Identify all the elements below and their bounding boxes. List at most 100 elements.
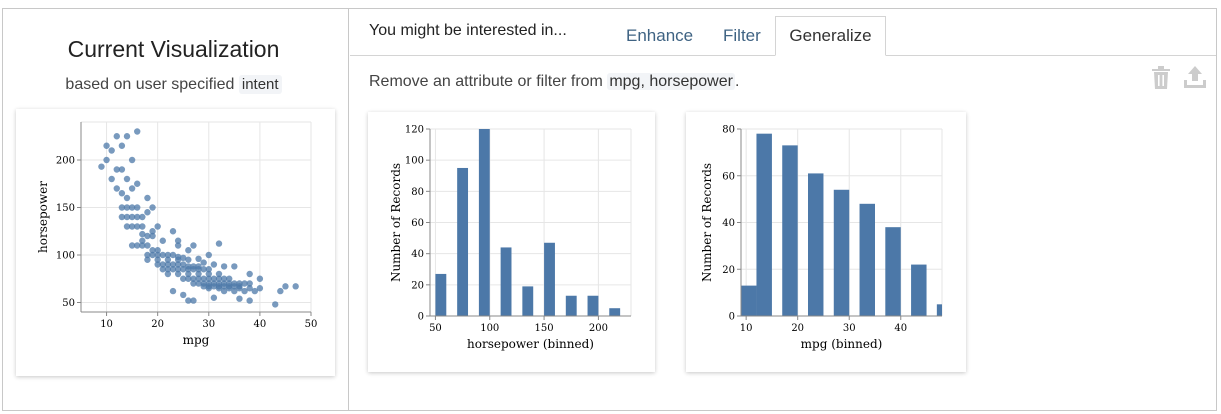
scatter-point [144,209,151,216]
y-tick-label: 0 [729,312,735,323]
horsepower-histogram: 50 100 150 200 0 20 40 60 80 100 120 horsepower (bi… [389,125,632,351]
scatter-point [159,261,166,268]
x-axis-title: mpg [183,333,210,347]
scatter-point [118,190,126,197]
tab-generalize[interactable]: Generalize [775,16,886,56]
scatter-point [185,270,192,278]
scatter-point [180,275,187,282]
x-tick-label: 40 [254,319,267,330]
scatter-point [164,270,172,278]
histogram-bar [609,308,621,316]
scatter-point [200,266,207,273]
scatter-point [200,275,207,282]
scatter-point [185,247,192,254]
scatter-point [118,204,126,211]
scatter-point [205,266,212,273]
scatter-point [236,285,243,292]
scatter-point [139,230,146,238]
scatter-point [128,204,136,211]
y-tick-label: 80 [722,125,735,136]
current-visualization-title: Current Visualization [67,36,280,62]
y-tick-label: 40 [411,249,424,260]
scatter-point [139,213,146,221]
scatter-point [123,204,131,211]
intent-badge[interactable]: intent [238,75,282,94]
scatter-point [185,297,192,304]
scatter-point [169,287,177,295]
scatter-point [277,287,284,295]
scatter-point [108,147,115,154]
scatter-point [251,287,258,295]
scatter-point [159,251,166,259]
scatter-point [128,242,136,249]
scatter-point [174,256,182,263]
x-tick-label: 50 [429,323,442,334]
y-axis-title: Number of Records [700,163,714,282]
recommendation-card-mpg[interactable]: 10 20 30 40 0 20 40 60 80 mpg (binned) Number of R… [686,112,966,372]
scatter-point [180,291,187,299]
scatter-point [134,223,141,230]
scatter-point [154,256,161,263]
histogram-bar [911,264,927,316]
scatter-point [195,275,202,282]
scatter-point [164,251,172,259]
scatter-point [134,180,141,187]
scatter-point [205,270,212,278]
y-tick-label: 20 [722,265,735,276]
scatter-point [195,266,202,273]
y-tick-label: 80 [411,187,424,198]
generalize-description: Remove an attribute or filter from mpg, … [369,73,739,91]
scatter-point [123,223,131,230]
scatter-point [174,266,182,273]
recommendation-card-horsepower[interactable]: 50 100 150 200 0 20 40 60 80 100 120 horsepower (bi… [368,112,655,372]
widget-frame [2,8,1217,411]
current-chart-card[interactable]: 10 20 30 40 50 50 100 150 200 mpg horsepower [16,109,335,376]
scatter-point [246,270,253,278]
scatter-point [98,163,105,170]
scatter-point [169,251,177,259]
scatter-point [220,287,228,295]
scatter-chart: 10 20 30 40 50 50 100 150 200 mpg horsepower [36,121,318,347]
scatter-point [226,275,233,282]
scatter-point [220,283,228,290]
scatter-point [220,275,228,282]
histogram-bar [522,286,534,316]
scatter-point [215,270,223,278]
scatter-point [154,223,161,230]
scatter-point [128,185,136,192]
scatter-point [292,283,299,290]
scatter-point [180,254,187,262]
y-tick-label: 20 [411,280,424,291]
scatter-point [282,283,289,290]
mpg-histogram: 10 20 30 40 0 20 40 60 80 mpg (binned) Number of R… [700,125,943,351]
scatter-point [256,285,264,292]
x-tick-label: 50 [305,319,318,330]
scatter-point [113,166,120,173]
tab-filter[interactable]: Filter [723,26,761,45]
tab-enhance[interactable]: Enhance [626,26,694,45]
histogram-bar [756,133,772,316]
trash-icon[interactable] [1151,66,1171,95]
x-tick-label: 10 [740,323,753,334]
scatter-point [164,266,172,273]
scatter-point [190,275,197,282]
x-tick-label: 30 [843,323,856,334]
scatter-point [149,247,156,254]
scatter-point [103,142,110,149]
scatter-point [128,156,136,164]
scatter-point [144,232,151,240]
scatter-point [108,175,115,183]
scatter-point [118,213,126,221]
export-icon[interactable] [1182,66,1208,95]
description-suffix: . [734,73,740,90]
scatter-point [144,256,151,263]
scatter-point [210,275,218,282]
histogram-bar [833,189,850,316]
y-tick-label: 60 [722,171,735,182]
scatter-point [159,237,166,244]
scatter-point [174,242,182,249]
scatter-point [123,213,131,221]
scatter-point [256,275,264,282]
histogram-bar [587,295,599,316]
y-tick-label: 100 [405,156,424,167]
